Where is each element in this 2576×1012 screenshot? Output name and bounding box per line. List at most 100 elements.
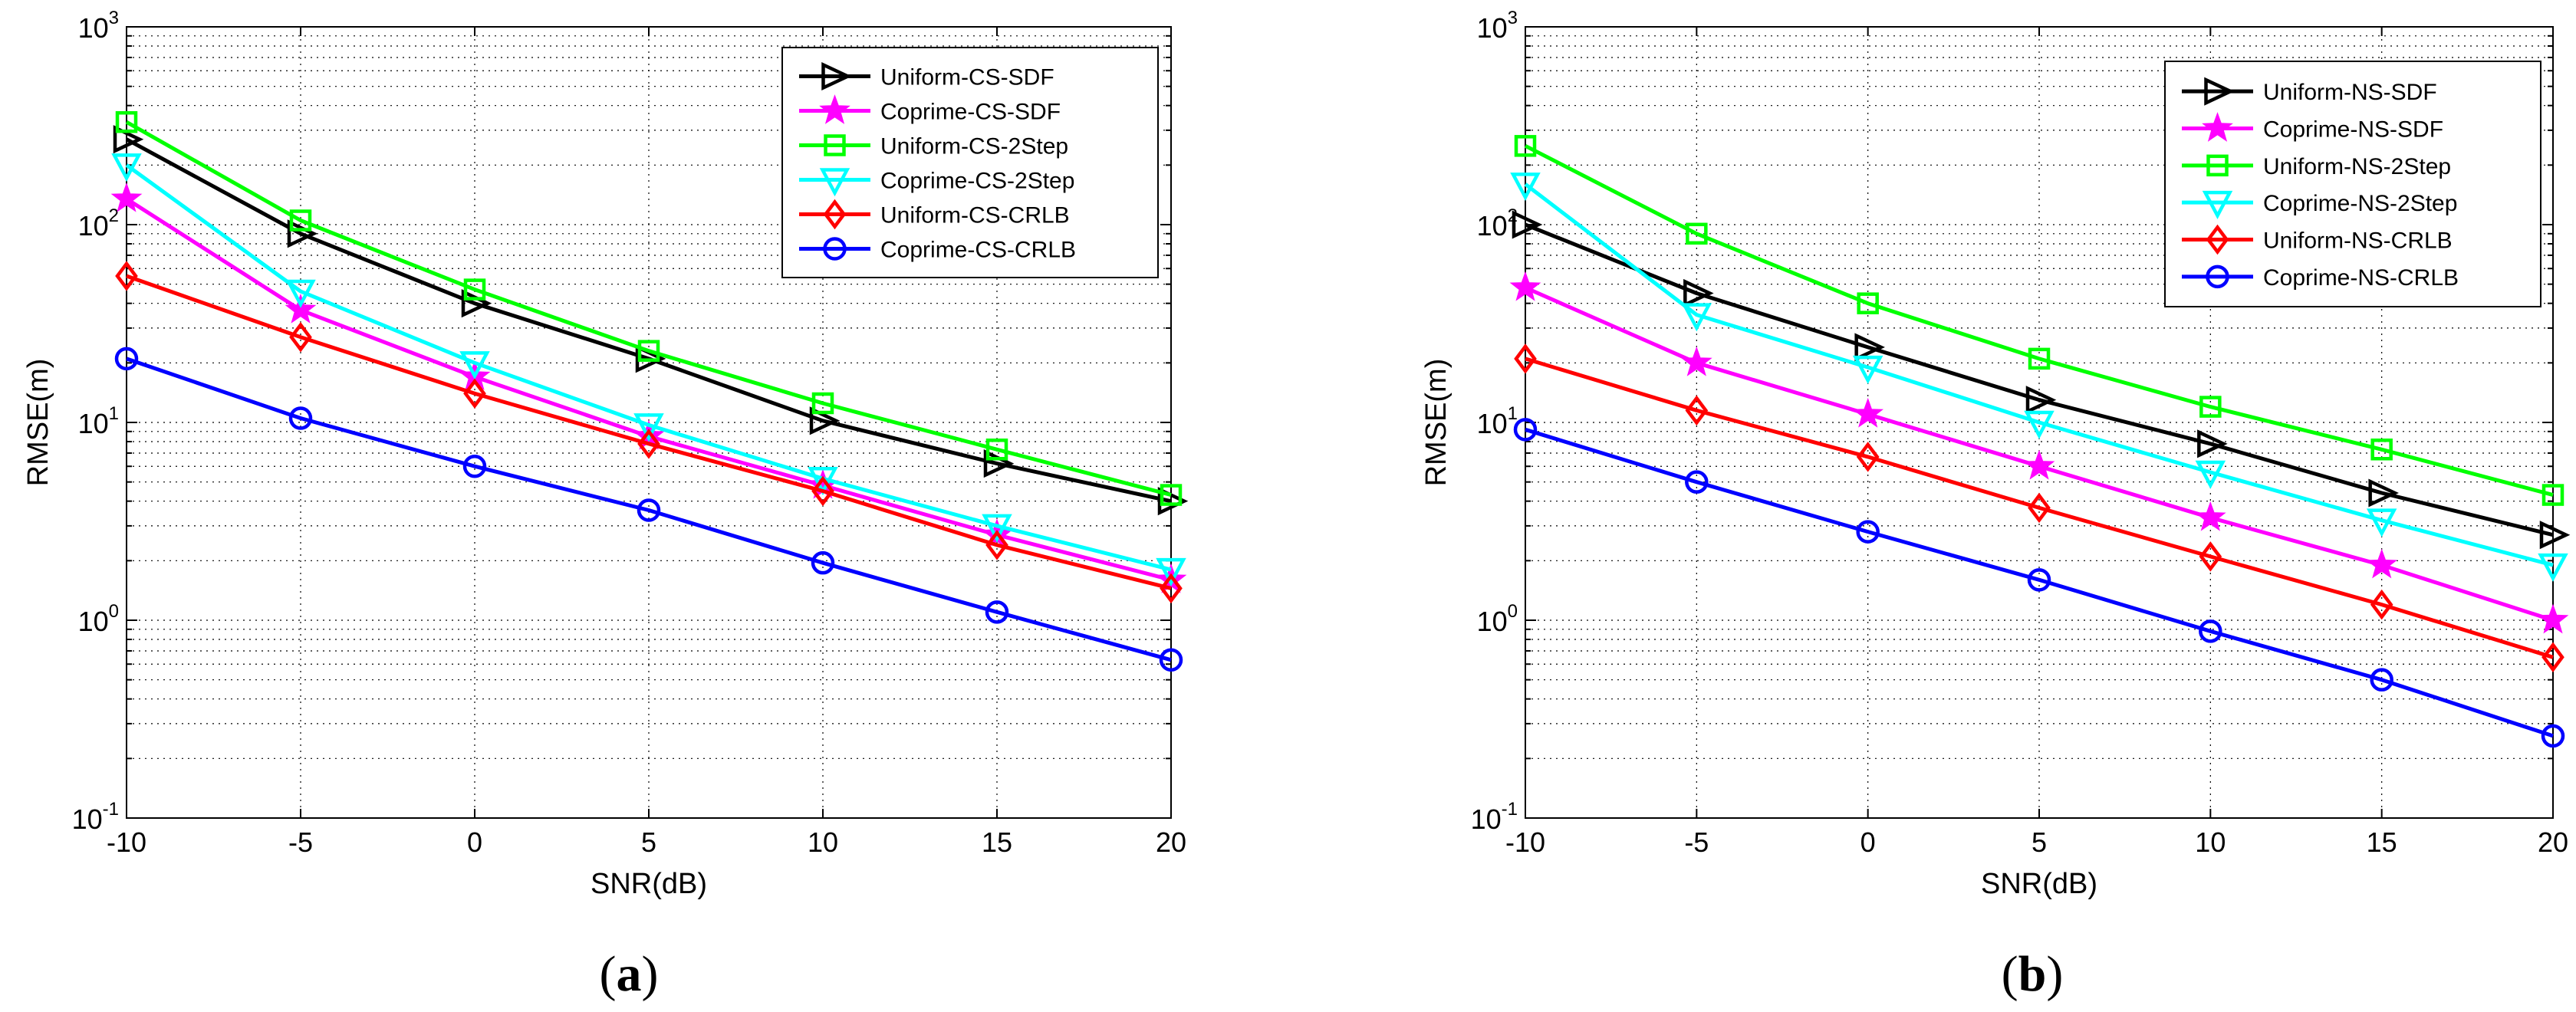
data-point (114, 347, 139, 371)
data-point (811, 550, 835, 575)
x-tick-label: 0 (1860, 826, 1876, 858)
data-point (2195, 501, 2226, 531)
legend-swatch-marker (819, 168, 850, 197)
data-point (808, 467, 838, 496)
data-point (2199, 396, 2222, 418)
series-line (1525, 356, 2554, 659)
y-tick-label: 101 (1477, 403, 1518, 439)
series-coprime-cs-2step (111, 153, 1186, 586)
y-tick-base: 10 (1471, 803, 1502, 835)
data-point (459, 351, 490, 380)
legend-label: Coprime-CS-SDF (880, 100, 1061, 125)
tick-marks (1525, 26, 2554, 819)
data-point (1852, 355, 1883, 384)
data-point (811, 475, 834, 507)
data-point (289, 321, 312, 353)
data-point (2197, 429, 2228, 458)
legend-swatch-marker (824, 134, 846, 156)
series-uniform-ns-2step (1514, 135, 2564, 506)
data-point (110, 182, 143, 212)
data-point (1852, 397, 1883, 428)
data-point (982, 514, 1012, 543)
chart-panel-a: -10 -5 0 5 10 15 2010-1100101102103SNR(dB)RMSE… (22, 8, 1189, 900)
series-coprime-ns-2step (1510, 172, 2568, 582)
data-point (2025, 386, 2057, 415)
y-tick-label: 103 (1477, 8, 1518, 44)
y-tick-label: 100 (1477, 601, 1518, 637)
y-tick-exponent: 1 (109, 403, 119, 424)
y-tick-base: 10 (78, 606, 109, 637)
legend-swatch-marker (819, 94, 850, 124)
y-tick-exponent: 3 (109, 8, 119, 28)
legend-label: Coprime-NS-SDF (2263, 117, 2443, 143)
data-point (463, 278, 486, 301)
data-point (285, 294, 317, 324)
data-point (1856, 442, 1880, 472)
legend-swatch-marker (823, 199, 847, 230)
legend-label: Coprime-CS-CRLB (880, 238, 1076, 263)
data-point (1160, 573, 1183, 604)
series-line (126, 356, 1172, 662)
y-tick-base: 10 (1477, 408, 1508, 439)
data-point (1685, 395, 1709, 426)
series-coprime-cs-crlb (114, 347, 1183, 672)
legend-swatch-marker (821, 61, 852, 91)
series-coprime-ns-sdf (1509, 271, 2569, 634)
data-point (1681, 346, 1712, 376)
data-point (1685, 470, 1709, 494)
data-point (1854, 333, 1885, 362)
data-point (2537, 603, 2569, 634)
data-point (811, 392, 834, 415)
x-tick-label: 10 (808, 826, 838, 858)
legend-swatch-marker (2206, 154, 2229, 177)
data-point (2195, 460, 2226, 489)
grid (127, 27, 1171, 818)
legend-label: Uniform-CS-SDF (880, 65, 1054, 90)
data-point (2199, 541, 2222, 572)
y-tick-label: 101 (78, 403, 119, 439)
data-point (2028, 347, 2051, 370)
panel-letter: b (2018, 946, 2047, 1002)
data-point (1513, 418, 1538, 442)
y-tick-base: 10 (1477, 210, 1508, 242)
y-tick-exponent: 0 (109, 601, 119, 622)
x-tick-label: 15 (982, 826, 1012, 858)
y-tick-base: 10 (78, 408, 109, 439)
x-axis-label: SNR(dB) (1981, 868, 2097, 900)
x-tick-label: 5 (2032, 826, 2047, 858)
y-tick-label: 10-1 (1471, 799, 1518, 835)
data-point (462, 454, 487, 478)
y-axis-label: RMSE(m) (1420, 359, 1452, 487)
y-tick-label: 102 (78, 205, 119, 242)
series-line (125, 120, 1172, 498)
y-axis-label: RMSE(m) (22, 359, 54, 487)
data-point (113, 125, 144, 154)
data-point (809, 406, 841, 435)
x-tick-label: 20 (2538, 826, 2568, 858)
y-tick-label: 100 (78, 601, 119, 637)
data-point (2366, 508, 2397, 537)
x-tick-label: 0 (467, 826, 482, 858)
series-line (1525, 427, 2554, 738)
data-point (1510, 172, 1541, 202)
legend-label: Uniform-NS-SDF (2263, 80, 2437, 105)
series-line (126, 274, 1172, 590)
y-tick-base: 10 (72, 803, 103, 835)
series-uniform-ns-crlb (1514, 343, 2564, 673)
x-axis-label: SNR(dB) (591, 868, 707, 900)
y-tick-label: 102 (1477, 205, 1518, 242)
y-tick-exponent: 2 (109, 205, 119, 226)
data-point (1512, 210, 1543, 239)
data-point (1159, 648, 1183, 672)
series-line (1524, 182, 2554, 567)
legend: Uniform-CS-SDF Coprime-CS-SDF Uniform-CS-2… (781, 47, 1159, 278)
y-tick-label: 10-1 (72, 799, 119, 835)
data-point (1856, 520, 1880, 544)
series-uniform-ns-sdf (1512, 210, 2571, 550)
y-tick-base: 10 (78, 12, 109, 44)
data-point (1686, 222, 1708, 245)
data-point (2370, 439, 2393, 461)
legend-label: Coprime-NS-2Step (2263, 191, 2457, 216)
data-point (463, 378, 486, 409)
